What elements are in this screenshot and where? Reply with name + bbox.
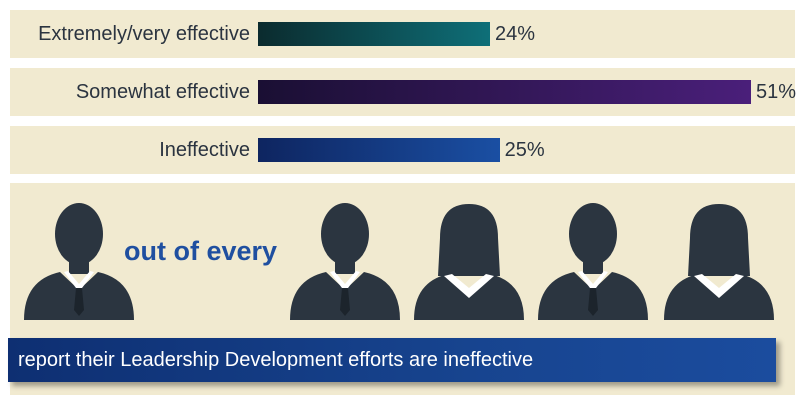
data-label: 51%	[756, 81, 797, 103]
data-label: 24%	[495, 23, 536, 45]
data-label: 25%	[504, 139, 545, 161]
bar	[258, 138, 500, 162]
bar	[258, 22, 490, 46]
male-person-icon	[24, 203, 134, 320]
female-person-icon	[414, 204, 524, 320]
male-person-icon	[538, 203, 648, 320]
category-label: Ineffective	[159, 139, 250, 161]
bar-row-somewhat-effective: Somewhat effective 51%	[10, 68, 797, 116]
conclusion-banner: report their Leadership Development effo…	[8, 338, 776, 382]
male-person-icon	[290, 203, 400, 320]
category-label: Extremely/very effective	[38, 23, 250, 45]
bar-row-ineffective: Ineffective 25%	[10, 126, 795, 174]
bar	[258, 80, 751, 104]
out-of-every-text: out of every	[124, 236, 278, 266]
female-person-icon	[664, 204, 774, 320]
bar-row-extremely-very-effective: Extremely/very effective 24%	[10, 10, 795, 58]
category-label: Somewhat effective	[75, 81, 250, 103]
